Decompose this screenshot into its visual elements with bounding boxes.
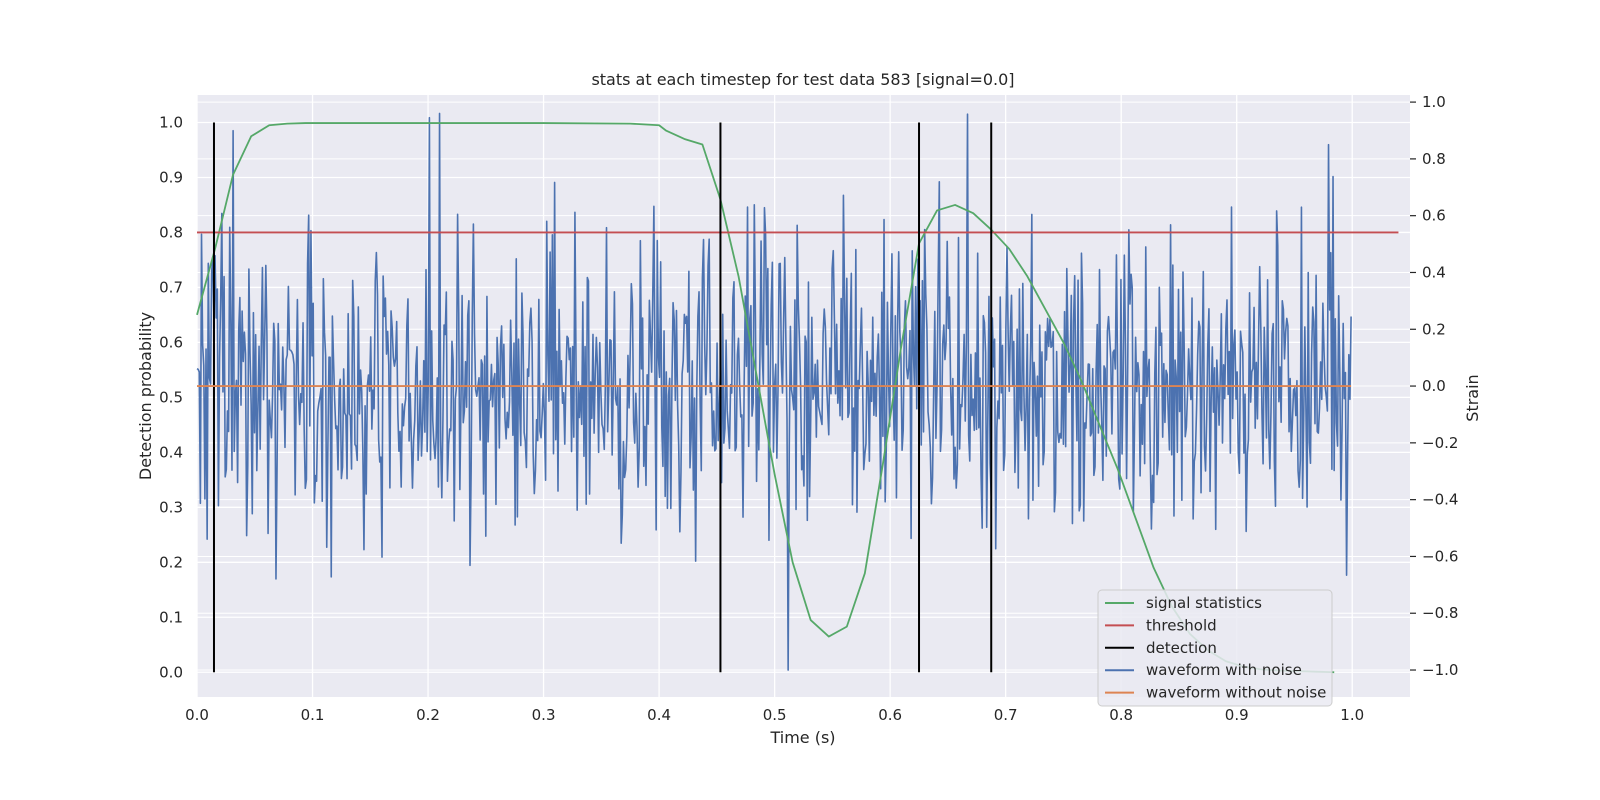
y-tick-label: 0.2	[159, 553, 183, 571]
y2-tick-label: 1.0	[1422, 93, 1446, 111]
y-tick-label: 1.0	[159, 113, 183, 131]
x-tick-label: 0.8	[1109, 706, 1133, 724]
x-axis: 0.0 0.1 0.2 0.3 0.4 0.5 0.6 0.7 0.8 0.9 1.0	[185, 706, 1364, 724]
y-tick-label: 0.1	[159, 608, 183, 626]
y-axis-left: 0.0 0.1 0.2 0.3 0.4 0.5 0.6 0.7 0.8 0.9 1.0	[159, 113, 183, 681]
y2-tick-label: −0.2	[1422, 434, 1458, 452]
y-tick-label: 0.6	[159, 333, 183, 351]
y-tick-label: 0.5	[159, 388, 183, 406]
x-tick-label: 0.0	[185, 706, 209, 724]
y-tick-label: 0.4	[159, 443, 183, 461]
y2-tick-label: 0.6	[1422, 207, 1446, 225]
waveform-with-noise-line	[196, 112, 1352, 671]
y-tick-label: 0.8	[159, 223, 183, 241]
y-axis-label: Detection probability	[136, 312, 155, 480]
chart-title: stats at each timestep for test data 583…	[591, 70, 1014, 89]
legend-label: signal statistics	[1146, 594, 1262, 612]
legend-label: waveform with noise	[1146, 661, 1302, 679]
x-tick-label: 1.0	[1340, 706, 1364, 724]
x-tick-label: 0.7	[994, 706, 1018, 724]
x-tick-label: 0.2	[416, 706, 440, 724]
y2-tick-label: 0.4	[1422, 263, 1446, 281]
y2-tick-label: 0.8	[1422, 150, 1446, 168]
x-tick-label: 0.3	[532, 706, 556, 724]
legend-label: threshold	[1146, 616, 1217, 634]
y-tick-label: 0.3	[159, 498, 183, 516]
x-tick-label: 0.9	[1225, 706, 1249, 724]
legend-label: waveform without noise	[1146, 684, 1326, 702]
x-tick-label: 0.1	[301, 706, 325, 724]
legend-box	[1097, 589, 1333, 707]
y2-axis-label: Strain	[1463, 374, 1482, 421]
legend-label: detection	[1146, 639, 1217, 657]
y2-tick-label: −0.6	[1422, 547, 1458, 565]
y2-tick-label: −0.8	[1422, 604, 1458, 622]
x-tick-label: 0.5	[763, 706, 787, 724]
y2-tick-label: −1.0	[1422, 661, 1458, 679]
y2-tick-label: 0.2	[1422, 320, 1446, 338]
x-tick-label: 0.6	[878, 706, 902, 724]
x-tick-label: 0.4	[647, 706, 671, 724]
y-tick-label: 0.9	[159, 168, 183, 186]
y2-tick-label: 0.0	[1422, 377, 1446, 395]
y-axis-right: −1.0 −0.8 −0.6 −0.4 −0.2 0.0 0.2 0.4 0.6 0.8 1.0	[1410, 93, 1458, 679]
x-axis-label: Time (s)	[769, 728, 835, 747]
y-tick-label: 0.7	[159, 278, 183, 296]
legend: signal statistics threshold detection wavef…	[1097, 589, 1333, 707]
y2-tick-label: −0.4	[1422, 491, 1458, 509]
y-tick-label: 0.0	[159, 663, 183, 681]
